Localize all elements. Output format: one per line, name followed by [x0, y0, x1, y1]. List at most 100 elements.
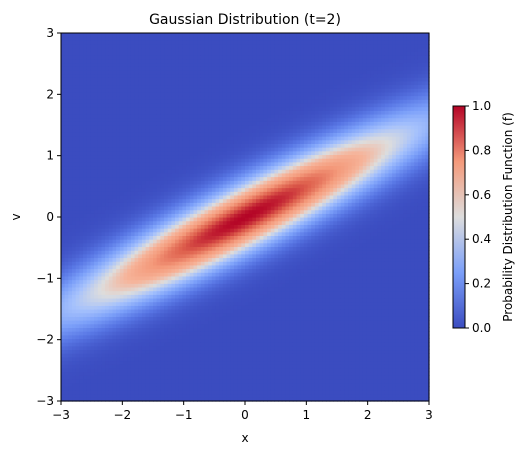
heatmap-cell [222, 139, 228, 144]
heatmap-cell [130, 202, 136, 207]
heatmap-cell [105, 121, 110, 126]
heatmap-cell [127, 290, 132, 295]
heatmap-cell [61, 84, 66, 89]
heatmap-cell [101, 80, 106, 86]
heatmap-cell [208, 66, 213, 71]
heatmap-cell [153, 202, 158, 207]
heatmap-cell [208, 294, 213, 299]
heatmap-cell [175, 91, 180, 97]
heatmap-cell [123, 117, 128, 122]
heatmap-cell [200, 187, 206, 192]
heatmap-cell [211, 77, 217, 82]
heatmap-cell [94, 194, 99, 200]
heatmap-cell [138, 242, 143, 248]
heatmap-cell [97, 198, 103, 203]
heatmap-cell [204, 331, 209, 336]
heatmap-cell [116, 275, 121, 281]
heatmap-cell [138, 272, 143, 277]
heatmap-cell [64, 88, 69, 93]
heatmap-cell [86, 183, 92, 189]
heatmap-cell [123, 73, 128, 78]
heatmap-cell [208, 327, 213, 332]
heatmap-cell [230, 290, 235, 295]
heatmap-cell [160, 235, 165, 240]
heatmap-cell [156, 176, 161, 181]
heatmap-cell [141, 320, 147, 325]
heatmap-cell [241, 106, 246, 111]
heatmap-cell [164, 158, 169, 163]
heatmap-cell [68, 217, 73, 222]
heatmap-cell [178, 69, 184, 75]
heatmap-cell [68, 88, 73, 93]
heatmap-cell [182, 327, 187, 332]
heatmap-cell [61, 209, 66, 214]
heatmap-cell [156, 154, 161, 159]
heatmap-cell [197, 345, 202, 351]
heatmap-cell [226, 180, 231, 185]
heatmap-cell [134, 386, 139, 391]
heatmap-cell [149, 77, 154, 82]
heatmap-cell [127, 297, 132, 303]
heatmap-cell [105, 360, 110, 365]
heatmap-cell [130, 165, 136, 170]
heatmap-cell [64, 154, 69, 159]
heatmap-cell [171, 261, 176, 266]
heatmap-cell [219, 331, 224, 336]
heatmap-cell [164, 51, 169, 56]
heatmap-cell [149, 349, 154, 354]
heatmap-cell [182, 386, 187, 391]
heatmap-cell [112, 393, 117, 398]
heatmap-cell [153, 209, 158, 214]
heatmap-cell [222, 224, 228, 229]
heatmap-cell [94, 180, 99, 185]
heatmap-cell [116, 143, 121, 148]
heatmap-cell [153, 294, 158, 299]
heatmap-cell [61, 69, 66, 75]
heatmap-cell [134, 205, 139, 211]
heatmap-cell [186, 69, 191, 75]
heatmap-cell [189, 323, 195, 328]
heatmap-cell [75, 364, 80, 369]
heatmap-cell [186, 143, 191, 148]
heatmap-cell [233, 36, 239, 41]
heatmap-cell [61, 320, 66, 325]
heatmap-cell [200, 316, 206, 321]
heatmap-cell [108, 309, 114, 314]
heatmap-cell [160, 121, 165, 126]
heatmap-cell [105, 183, 110, 189]
heatmap-cell [237, 217, 242, 222]
heatmap-cell [83, 338, 88, 343]
heatmap-cell [153, 194, 158, 200]
heatmap-cell [189, 169, 195, 174]
heatmap-cell [215, 253, 220, 259]
heatmap-cell [171, 176, 176, 181]
heatmap-cell [90, 77, 95, 82]
heatmap-cell [90, 143, 95, 148]
heatmap-cell [164, 334, 169, 340]
heatmap-cell [160, 242, 165, 248]
heatmap-cell [230, 257, 235, 262]
heatmap-cell [75, 235, 80, 240]
heatmap-cell [171, 231, 176, 236]
heatmap-cell [134, 176, 139, 181]
heatmap-cell [86, 268, 92, 273]
heatmap-cell [200, 320, 206, 325]
heatmap-cell [193, 375, 198, 380]
heatmap-cell [138, 180, 143, 185]
heatmap-cell [193, 143, 198, 148]
heatmap-cell [178, 217, 184, 222]
heatmap-cell [123, 55, 128, 60]
heatmap-cell [189, 95, 195, 100]
heatmap-cell [72, 91, 77, 97]
heatmap-cell [116, 235, 121, 240]
heatmap-cell [204, 378, 209, 384]
heatmap-cell [75, 345, 80, 351]
heatmap-cell [127, 231, 132, 236]
heatmap-cell [208, 393, 213, 398]
heatmap-cell [97, 264, 103, 270]
heatmap-cell [79, 382, 84, 387]
heatmap-cell [211, 297, 217, 303]
heatmap-cell [197, 125, 202, 130]
heatmap-cell [75, 62, 80, 67]
heatmap-cell [211, 194, 217, 200]
